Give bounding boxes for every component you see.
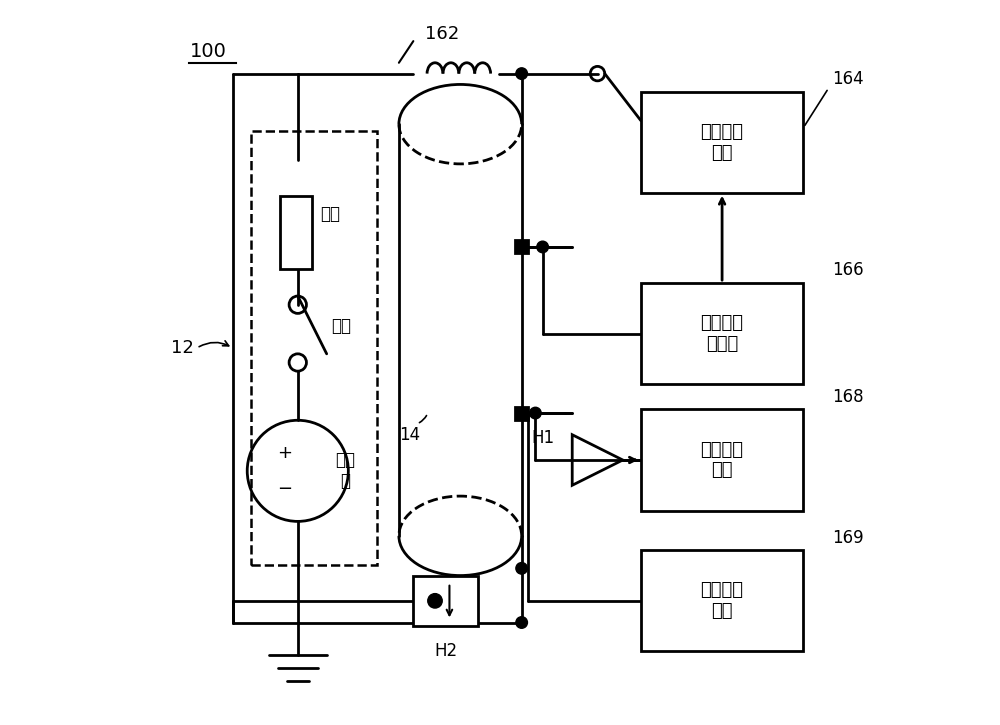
Text: 169: 169 [832, 529, 864, 547]
Bar [515, 241, 528, 254]
Circle shape [516, 68, 527, 80]
Text: 直流
源: 直流 源 [335, 452, 355, 490]
Text: 162: 162 [425, 25, 459, 43]
Bar [641, 91, 803, 193]
Text: 反馈控制
单元: 反馈控制 单元 [701, 123, 744, 162]
Circle shape [516, 563, 527, 574]
Text: 164: 164 [832, 70, 864, 88]
Circle shape [530, 407, 541, 419]
Text: 166: 166 [832, 262, 864, 279]
Circle shape [537, 241, 548, 253]
Bar [280, 196, 312, 268]
Text: 反射率检
测单元: 反射率检 测单元 [701, 314, 744, 353]
Bar [251, 131, 377, 565]
Bar [413, 576, 478, 626]
Bar [641, 550, 803, 651]
Circle shape [516, 617, 527, 629]
Text: +: + [277, 444, 292, 462]
Text: H2: H2 [434, 642, 457, 660]
Bar [641, 283, 803, 384]
Bar [515, 407, 528, 420]
Text: 14: 14 [399, 426, 420, 444]
Text: 12: 12 [171, 339, 194, 357]
Text: 电阱: 电阱 [320, 205, 340, 223]
Text: 100: 100 [189, 43, 226, 62]
Text: 压力检测
单元: 压力检测 单元 [701, 581, 744, 620]
Text: H1: H1 [531, 429, 554, 447]
Circle shape [428, 594, 442, 608]
Bar [641, 410, 803, 510]
Text: −: − [277, 480, 292, 498]
Text: 开关: 开关 [331, 318, 351, 336]
Text: 斜率检测
单元: 斜率检测 单元 [701, 441, 744, 479]
Text: 168: 168 [832, 388, 864, 406]
